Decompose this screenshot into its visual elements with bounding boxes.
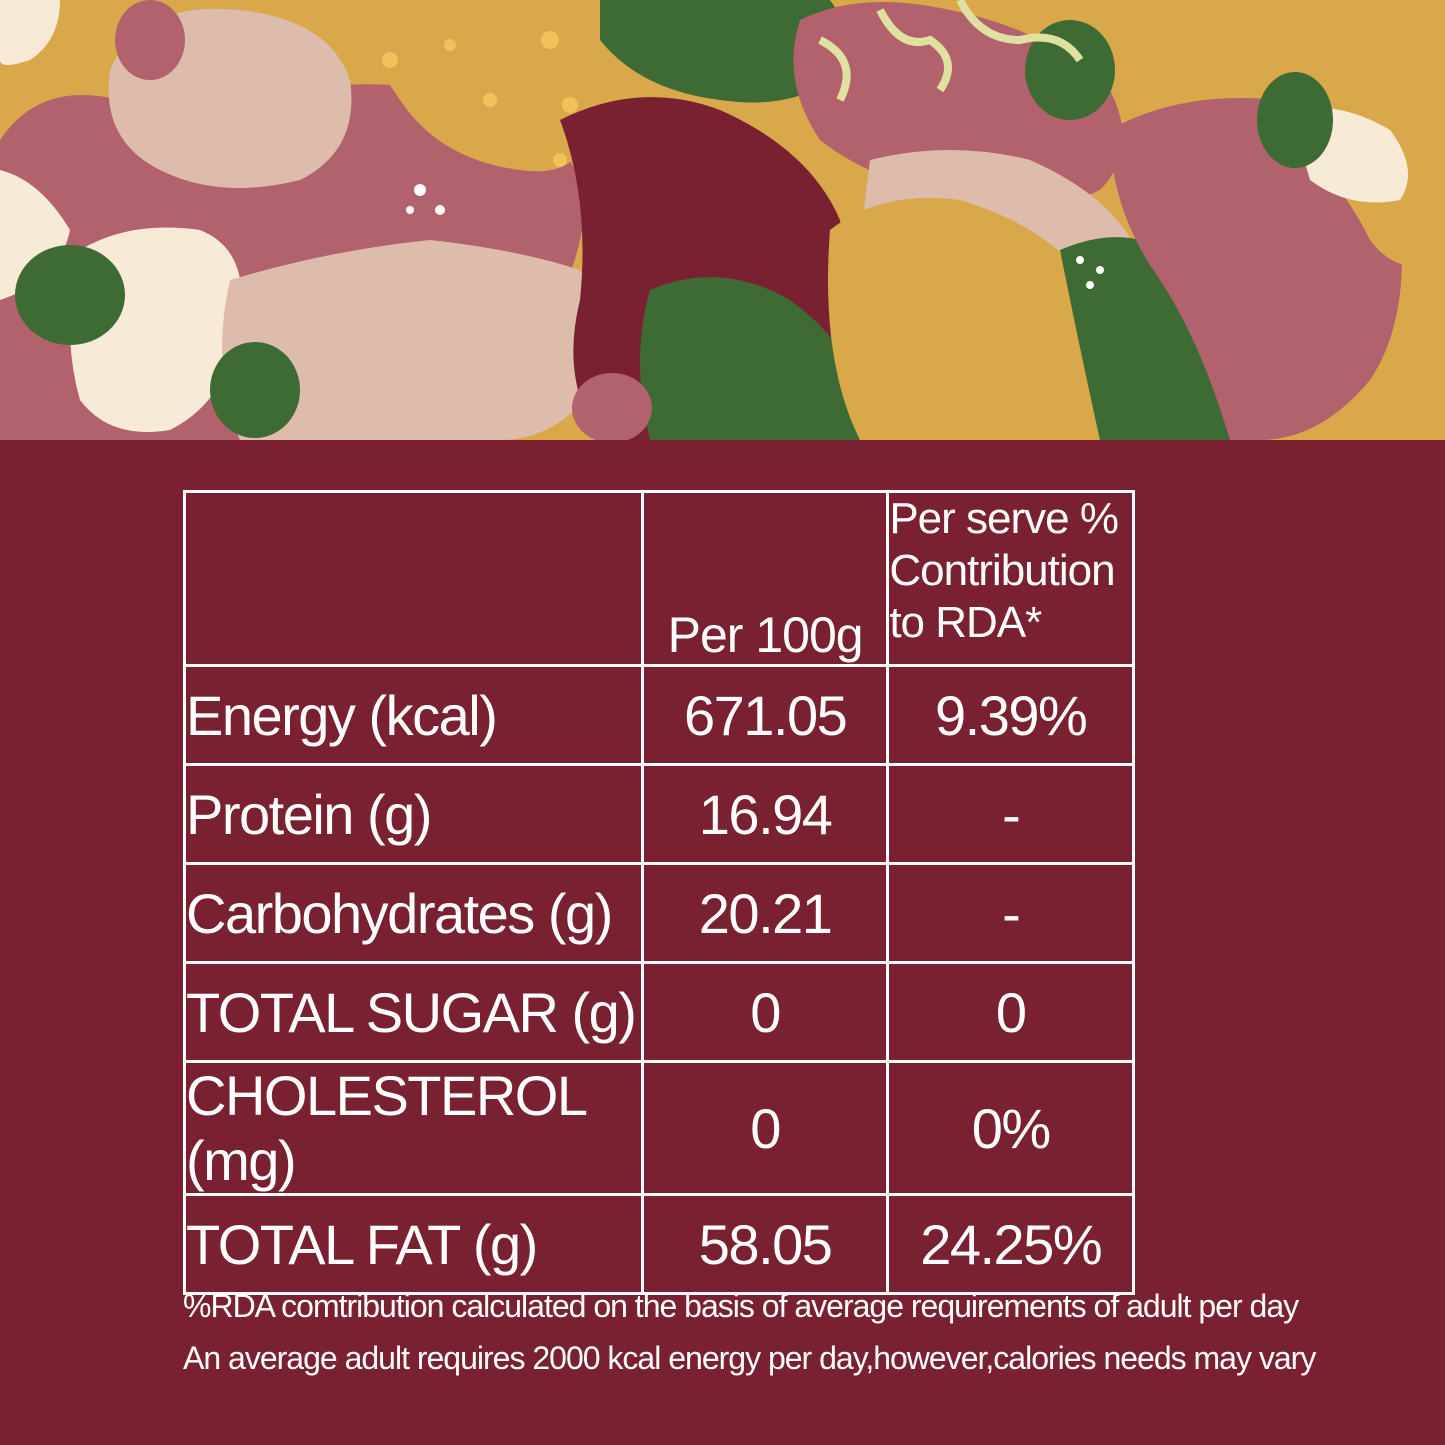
table-row: Carbohydrates (g) 20.21 -	[183, 862, 1135, 964]
per-100g-value: 671.05	[640, 664, 890, 766]
rda-value: 0%	[886, 1060, 1135, 1196]
rda-value: 0	[886, 961, 1135, 1063]
header-rda: Per serve % Contribution to RDA*	[886, 490, 1135, 667]
table-header-row: Per 100g Per serve % Contribution to RDA…	[183, 490, 1135, 667]
footnote-energy-requirement: An average adult requires 2000 kcal ener…	[183, 1340, 1316, 1376]
per-100g-value: 58.05	[640, 1193, 890, 1295]
nutrient-name: CHOLESTEROL (mg)	[183, 1060, 644, 1196]
rda-value: -	[886, 763, 1135, 865]
header-rda-line3: to RDA*	[889, 598, 1042, 647]
table-row: CHOLESTEROL (mg) 0 0%	[183, 1060, 1135, 1196]
header-rda-line2: Contribution	[889, 546, 1115, 595]
table-row: Protein (g) 16.94 -	[183, 763, 1135, 865]
per-100g-value: 0	[640, 1060, 890, 1196]
nutrient-name: TOTAL SUGAR (g)	[183, 961, 644, 1063]
nutrient-name: Carbohydrates (g)	[183, 862, 644, 964]
nutrient-name: TOTAL FAT (g)	[183, 1193, 644, 1295]
decorative-banner	[0, 0, 1445, 440]
header-blank-cell	[183, 490, 644, 667]
rda-value: -	[886, 862, 1135, 964]
per-100g-value: 0	[640, 961, 890, 1063]
footnote-rda-basis: %RDA comtribution calculated on the basi…	[183, 1288, 1299, 1324]
per-100g-value: 16.94	[640, 763, 890, 865]
header-per-100g: Per 100g	[640, 490, 890, 667]
rda-value: 24.25%	[886, 1193, 1135, 1295]
nutrition-table: Per 100g Per serve % Contribution to RDA…	[183, 490, 1135, 1295]
abstract-pattern-icon	[0, 0, 1445, 440]
rda-value: 9.39%	[886, 664, 1135, 766]
table-row: Energy (kcal) 671.05 9.39%	[183, 664, 1135, 766]
table-row: TOTAL SUGAR (g) 0 0	[183, 961, 1135, 1063]
nutrient-name: Energy (kcal)	[183, 664, 644, 766]
per-100g-value: 20.21	[640, 862, 890, 964]
table-row: TOTAL FAT (g) 58.05 24.25%	[183, 1193, 1135, 1295]
nutrient-name: Protein (g)	[183, 763, 644, 865]
header-rda-line1: Per serve %	[889, 494, 1119, 543]
